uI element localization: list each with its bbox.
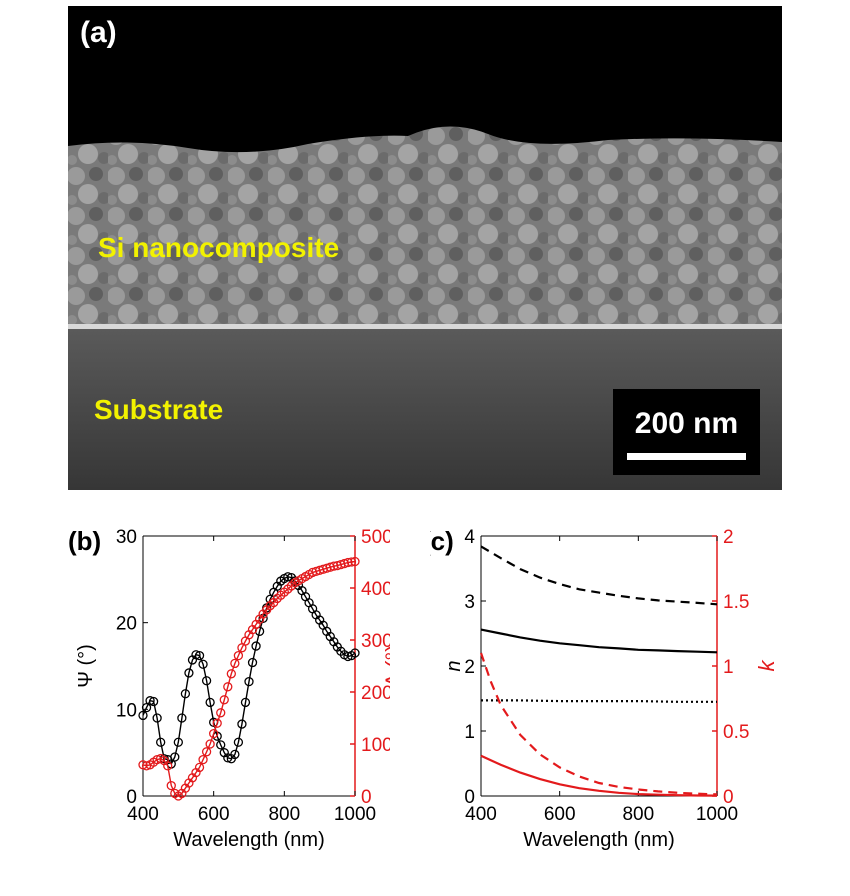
x-axis-title: Wavelength (nm)	[173, 829, 325, 851]
series-0-point	[216, 740, 226, 750]
y-tick-label: 0	[464, 787, 475, 808]
series-0-point	[205, 697, 215, 708]
series-0-point	[184, 668, 194, 678]
series-1-point	[343, 557, 353, 568]
panel-label: (b)	[68, 526, 101, 556]
series-3-line	[479, 652, 718, 796]
series-1-point	[216, 708, 226, 718]
series-1-point	[166, 780, 176, 791]
series-0-point	[201, 676, 212, 686]
series-0-point	[283, 572, 293, 582]
series-1-point	[163, 761, 173, 771]
series-0-point	[198, 659, 208, 669]
y2-tick-label: 400	[361, 579, 390, 600]
y-tick-label: 2	[464, 657, 475, 678]
scale-bar-label: 200 nm	[634, 407, 739, 440]
series-1-point	[329, 561, 339, 571]
y2-tick-label: 2	[723, 527, 734, 548]
series-0-point	[233, 737, 244, 747]
series-1-point	[212, 718, 222, 728]
y2-axis-title: Δ (°)	[381, 644, 390, 687]
series-1-line	[480, 628, 718, 654]
series-0-point	[230, 749, 240, 760]
y-axis-title: n	[443, 660, 465, 671]
series-0-point	[191, 650, 201, 660]
series-1-point	[219, 695, 229, 705]
series-0-point	[152, 713, 162, 723]
series-0-point	[173, 737, 183, 747]
series-0-point	[138, 710, 148, 721]
series-1-point	[346, 557, 357, 567]
x-tick-label: 1000	[696, 804, 738, 825]
sem-image	[68, 6, 782, 490]
y2-tick-label: 0	[723, 787, 734, 808]
x-tick-label: 400	[465, 804, 497, 825]
series-0-point	[194, 650, 205, 661]
series-1-point	[194, 762, 205, 773]
series-0-point	[240, 697, 251, 708]
series-1-point	[209, 728, 219, 739]
x-tick-label: 600	[198, 804, 230, 825]
scale-bar: 200 nm	[613, 389, 760, 475]
x-tick-label: 800	[622, 804, 654, 825]
series-1-point	[198, 754, 208, 765]
panel-a-label: (a)	[80, 16, 117, 49]
series-0-point	[156, 737, 166, 747]
series-0-point	[251, 641, 261, 651]
y-tick-label: 0	[126, 787, 137, 808]
y2-tick-label: 300	[361, 631, 390, 652]
y-tick-label: 10	[116, 700, 137, 721]
x-tick-label: 800	[268, 804, 300, 825]
series-1-point	[226, 669, 236, 679]
chart-panel-c: (c)40060080010000123400.511.52Wavelength…	[430, 526, 779, 851]
y2-tick-label: 100	[361, 735, 390, 756]
x-axis-title: Wavelength (nm)	[523, 829, 675, 851]
series-0-point	[237, 719, 247, 729]
x-tick-label: 1000	[334, 804, 376, 825]
series-0-point	[350, 648, 360, 658]
film-layer-label: Si nanocomposite	[98, 232, 340, 263]
y-axis-title: Ψ (°)	[75, 644, 97, 688]
series-0-point	[244, 676, 254, 687]
series-0-point	[170, 752, 180, 762]
series-0-line	[142, 575, 356, 766]
y2-tick-label: 500	[361, 527, 390, 548]
series-1-point	[230, 658, 240, 669]
series-0-point	[180, 689, 191, 699]
y2-axis-title: k	[754, 660, 779, 672]
series-0-point	[177, 713, 187, 723]
y2-tick-label: 0	[361, 787, 372, 808]
scale-bar-line	[627, 453, 746, 460]
y-tick-label: 30	[116, 527, 137, 548]
substrate-label: Substrate	[94, 394, 224, 425]
x-tick-label: 400	[127, 804, 159, 825]
y2-tick-label: 200	[361, 683, 390, 704]
y-tick-label: 20	[116, 614, 137, 635]
sem-micrograph: (a) Si nanocomposite Substrate 200 nm	[68, 6, 782, 490]
series-1-point	[201, 747, 212, 757]
y2-tick-label: 0.5	[723, 722, 749, 743]
series-2-line	[481, 699, 717, 703]
y-tick-label: 1	[464, 722, 475, 743]
panel-label: (c)	[430, 526, 454, 556]
y-tick-label: 3	[464, 592, 475, 613]
series-4-line	[480, 754, 718, 797]
series-0-point	[247, 657, 258, 668]
series-0-point	[148, 696, 159, 707]
series-0-point	[145, 696, 155, 706]
series-1-point	[223, 682, 233, 692]
series-1-point	[205, 739, 215, 749]
y2-tick-label: 1	[723, 657, 734, 678]
y-tick-label: 4	[464, 527, 475, 548]
series-1-point	[233, 650, 244, 661]
x-tick-label: 600	[544, 804, 576, 825]
y2-tick-label: 1.5	[723, 592, 749, 613]
series-1-point	[350, 556, 360, 567]
chart-panel-b: (b)400 600 800 100001020300100200300400500W…	[68, 526, 390, 851]
series-0-line	[480, 545, 718, 606]
